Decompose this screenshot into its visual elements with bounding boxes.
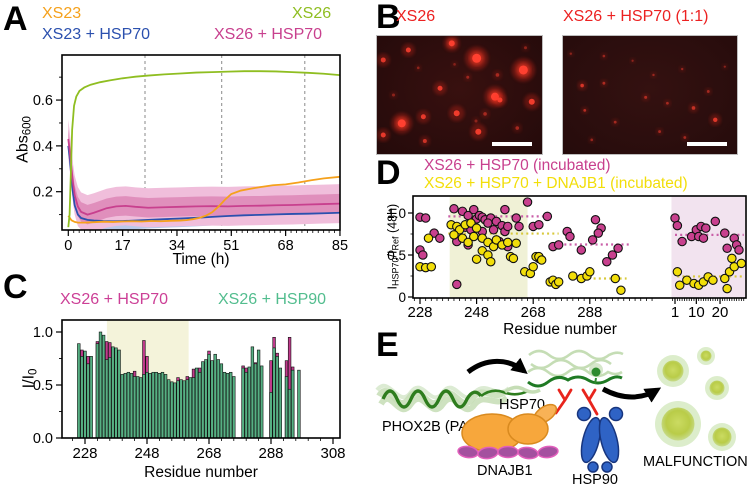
nmr-scatter-chart: 0 0.5 1.0 228 248 268 288 1 10 20 Residue number (387, 195, 747, 338)
hsp90-label: HSP90 (572, 472, 618, 486)
svg-text:288: 288 (577, 304, 602, 321)
dnajb1-art (457, 445, 559, 460)
svg-text:51: 51 (223, 238, 239, 254)
panel-a-letter: A (3, 0, 28, 38)
svg-text:0.0: 0.0 (33, 431, 53, 447)
inhibition-icon (554, 388, 599, 416)
svg-text:Time (h): Time (h) (172, 251, 229, 268)
svg-text:17: 17 (115, 238, 131, 254)
svg-text:1: 1 (671, 304, 679, 321)
arrow-right-icon (466, 357, 528, 375)
svg-text:10: 10 (688, 304, 705, 321)
arrow-right-icon (601, 386, 662, 403)
svg-text:Residue number: Residue number (144, 464, 258, 481)
micrograph-xs26-hsp70-spots (567, 50, 728, 144)
hsp70-label: HSP70 (499, 397, 545, 413)
svg-text:0: 0 (398, 290, 406, 305)
hsp90-art (576, 406, 624, 473)
svg-text:Residue number: Residue number (503, 321, 617, 338)
micrograph-xs26 (376, 35, 543, 155)
svg-text:228: 228 (72, 445, 97, 462)
svg-text:288: 288 (258, 445, 283, 462)
legend-xs23-hsp70: XS23 + HSP70 (42, 26, 151, 43)
legend-xs26-hsp70: XS26 + HSP70 (214, 26, 323, 43)
svg-text:0: 0 (64, 238, 72, 254)
micrograph-label-left: XS26 (396, 8, 436, 25)
legend-d-dnajb1-incubated: XS26 + HSP70 + DNAJB1 (incubated) (424, 175, 688, 192)
svg-text:0.2: 0.2 (33, 185, 53, 201)
svg-text:268: 268 (196, 445, 221, 462)
disordered-chain-art (527, 349, 624, 388)
panel-e-letter: E (376, 326, 399, 364)
legend-c-hsp70: XS26 + HSP70 (60, 291, 169, 308)
malfunction-label: MALFUNCTION (643, 454, 748, 470)
svg-text:248: 248 (464, 304, 489, 321)
micrograph-xs26-spots (376, 35, 540, 147)
svg-text:308: 308 (320, 445, 345, 462)
scale-bar (687, 141, 727, 146)
svg-text:268: 268 (521, 304, 546, 321)
mechanism-diagram: PHOX2B (PARMs) HSP70 (375, 347, 748, 486)
legend-xs23: XS23 (42, 5, 82, 22)
panel-d-letter: D (376, 154, 401, 192)
dnajb1-label: DNAJB1 (477, 463, 533, 479)
panel-b-letter: B (376, 0, 401, 36)
hsp70-art (461, 403, 558, 453)
svg-text:248: 248 (134, 445, 159, 462)
scale-bar (492, 141, 532, 146)
panel-c-letter: C (3, 268, 28, 306)
svg-text:228: 228 (407, 304, 432, 321)
svg-text:0.6: 0.6 (33, 93, 53, 109)
micrograph-xs26-hsp70 (562, 35, 738, 155)
svg-text:34: 34 (169, 238, 185, 254)
intensity-bar-chart: 0.0 0.5 1.0 228 248 268 288 308 Residue number (33, 319, 346, 481)
micrograph-label-right: XS26 + HSP70 (1:1) (563, 8, 709, 25)
svg-text:1.0: 1.0 (33, 325, 53, 341)
legend-d-hsp70-incubated: XS26 + HSP70 (incubated) (424, 157, 611, 174)
svg-text:20: 20 (712, 304, 729, 321)
condensates-art (655, 347, 736, 451)
turbidity-chart: 0.2 0.4 0.6 0 17 34 51 68 85 Time (h) (33, 54, 348, 268)
svg-text:0.5: 0.5 (33, 378, 53, 394)
svg-text:0.5: 0.5 (387, 248, 406, 263)
svg-text:1.0: 1.0 (387, 206, 406, 221)
svg-text:0.4: 0.4 (33, 139, 53, 155)
svg-text:85: 85 (332, 238, 348, 254)
legend-c-hsp90: XS26 + HSP90 (218, 291, 327, 308)
phox2b-helix-art (375, 383, 541, 413)
legend-xs26: XS26 (292, 5, 332, 22)
svg-text:68: 68 (278, 238, 294, 254)
